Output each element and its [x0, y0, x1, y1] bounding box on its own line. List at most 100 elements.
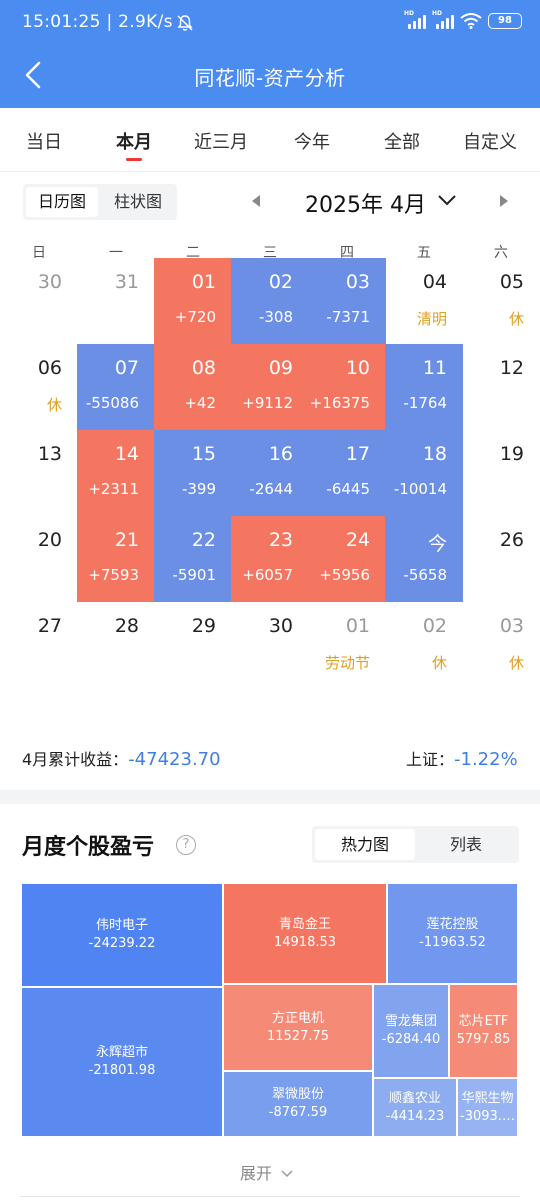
calendar-day[interactable]: 15 -399	[154, 430, 232, 516]
calendar-day[interactable]: 16 -2644	[231, 430, 309, 516]
stock-pnl: 11527.75	[266, 1028, 330, 1044]
calendar-day[interactable]: 02 休	[385, 602, 463, 688]
status-time: 15:01:25 | 2.9K/s	[22, 12, 173, 32]
list-view-button[interactable]: 列表	[449, 835, 482, 854]
tab-this-year[interactable]: 今年	[294, 132, 330, 153]
heatmap-tile[interactable]: 方正电机 11527.75	[223, 984, 373, 1071]
battery-icon: 98	[488, 13, 522, 29]
stock-pnl: -3093.…	[460, 1108, 515, 1124]
section-title: 月度个股盈亏	[22, 835, 155, 860]
heatmap-tile[interactable]: 莲花控股 -11963.52	[387, 883, 518, 984]
day-pnl: -2644	[249, 480, 293, 498]
day-pnl: -10014	[393, 480, 447, 498]
day-pnl: -1764	[403, 394, 447, 412]
bar-view-button[interactable]: 柱状图	[113, 192, 162, 211]
calendar-day[interactable]: 18 -10014	[385, 430, 463, 516]
day-number: 02	[422, 615, 447, 637]
app-header: 15:01:25 | 2.9K/s HD HD 98	[0, 0, 540, 108]
calendar-day[interactable]: 24 +5956	[308, 516, 386, 602]
help-icon[interactable]: ?	[176, 835, 196, 855]
calendar-day[interactable]: 21 +7593	[77, 516, 155, 602]
calendar-day[interactable]: 17 -6445	[308, 430, 386, 516]
calendar-day[interactable]: 29	[154, 602, 232, 688]
heatmap-tile[interactable]: 翠微股份 -8767.59	[223, 1071, 373, 1137]
day-number: 06	[37, 357, 62, 379]
back-arrow-icon[interactable]	[22, 60, 46, 90]
day-number: 13	[37, 443, 62, 465]
calendar-day[interactable]: 26	[462, 516, 540, 602]
tab-this-month[interactable]: 本月	[116, 132, 152, 153]
calendar-day[interactable]: 06 休	[0, 344, 78, 430]
heatmap-tile[interactable]: 芯片ETF 5797.85	[449, 984, 518, 1078]
calendar-day[interactable]: 02 -308	[231, 258, 309, 344]
holiday-label: 清明	[416, 310, 447, 328]
day-number: 05	[499, 271, 524, 293]
day-number: 24	[345, 529, 370, 551]
holiday-label: 休	[508, 654, 524, 672]
heatmap-tile[interactable]: 永辉超市 -21801.98	[21, 987, 223, 1137]
calendar-day[interactable]: 19	[462, 430, 540, 516]
stock-pnl: -21801.98	[88, 1063, 156, 1078]
month-title[interactable]: 2025年 4月	[305, 193, 426, 218]
status-bar: 15:01:25 | 2.9K/s HD HD 98	[0, 0, 540, 46]
calendar-view-button[interactable]: 日历图	[26, 187, 98, 217]
day-number: 27	[37, 615, 62, 637]
calendar-day[interactable]: 01 +720	[154, 258, 232, 344]
holiday-label: 休	[431, 654, 447, 672]
day-number: 02	[268, 271, 293, 293]
calendar-day[interactable]: 08 +42	[154, 344, 232, 430]
calendar-day[interactable]: 今 -5658	[385, 516, 463, 602]
calendar-day[interactable]: 30	[0, 258, 78, 344]
day-number: 26	[499, 529, 524, 551]
expand-button[interactable]: 展开	[240, 1160, 294, 1184]
heatmap-tile[interactable]: 华熙生物 -3093.…	[457, 1078, 518, 1137]
heatmap-tile[interactable]: 雪龙集团 -6284.40	[373, 984, 449, 1078]
tab-three-months[interactable]: 近三月	[194, 132, 248, 153]
tab-all[interactable]: 全部	[384, 132, 420, 153]
holiday-label: 休	[508, 310, 524, 328]
calendar-day[interactable]: 13	[0, 430, 78, 516]
day-pnl: -308	[258, 308, 293, 326]
prev-month-icon[interactable]	[250, 194, 262, 208]
calendar-day[interactable]: 10 +16375	[308, 344, 386, 430]
heatmap-tile[interactable]: 顺鑫农业 -4414.23	[373, 1078, 457, 1137]
day-number: 30	[268, 615, 293, 637]
calendar-day[interactable]: 22 -5901	[154, 516, 232, 602]
day-number: 今	[427, 533, 447, 555]
calendar-day[interactable]: 01 劳动节	[308, 602, 386, 688]
day-number: 30	[37, 271, 62, 293]
day-number: 03	[499, 615, 524, 637]
tab-custom[interactable]: 自定义	[463, 132, 517, 153]
bottom-divider	[20, 1196, 520, 1197]
calendar-day[interactable]: 31	[77, 258, 155, 344]
stock-name: 芯片ETF	[458, 1014, 509, 1029]
heatmap-tile[interactable]: 青岛金王 14918.53	[223, 883, 387, 984]
stock-pnl: -8767.59	[268, 1105, 328, 1120]
calendar-day[interactable]: 12	[462, 344, 540, 430]
day-number: 18	[422, 443, 447, 465]
next-month-icon[interactable]	[498, 194, 510, 208]
calendar-day[interactable]: 23 +6057	[231, 516, 309, 602]
calendar-day[interactable]: 20	[0, 516, 78, 602]
calendar-day[interactable]: 09 +9112	[231, 344, 309, 430]
calendar-day[interactable]: 03 休	[462, 602, 540, 688]
tab-today[interactable]: 当日	[26, 132, 62, 153]
calendar-day[interactable]: 04 清明	[385, 258, 463, 344]
calendar-day[interactable]: 11 -1764	[385, 344, 463, 430]
heatmap-tile[interactable]: 伟时电子 -24239.22	[21, 883, 223, 987]
day-pnl: -55086	[85, 394, 139, 412]
calendar-day[interactable]: 05 休	[462, 258, 540, 344]
calendar-day[interactable]: 30	[231, 602, 309, 688]
day-pnl: +720	[174, 308, 216, 326]
heatmap-view-button[interactable]: 热力图	[315, 829, 415, 860]
stock-pnl: -6284.40	[381, 1032, 441, 1047]
calendar-day[interactable]: 03 -7371	[308, 258, 386, 344]
day-pnl: +5956	[319, 566, 370, 584]
chevron-down-icon[interactable]	[437, 193, 457, 207]
calendar-day[interactable]: 07 -55086	[77, 344, 155, 430]
signal-icon: HD	[404, 10, 426, 29]
calendar-day[interactable]: 14 +2311	[77, 430, 155, 516]
calendar-day[interactable]: 27	[0, 602, 78, 688]
calendar-day[interactable]: 28	[77, 602, 155, 688]
weekday-label: 日	[32, 245, 46, 261]
